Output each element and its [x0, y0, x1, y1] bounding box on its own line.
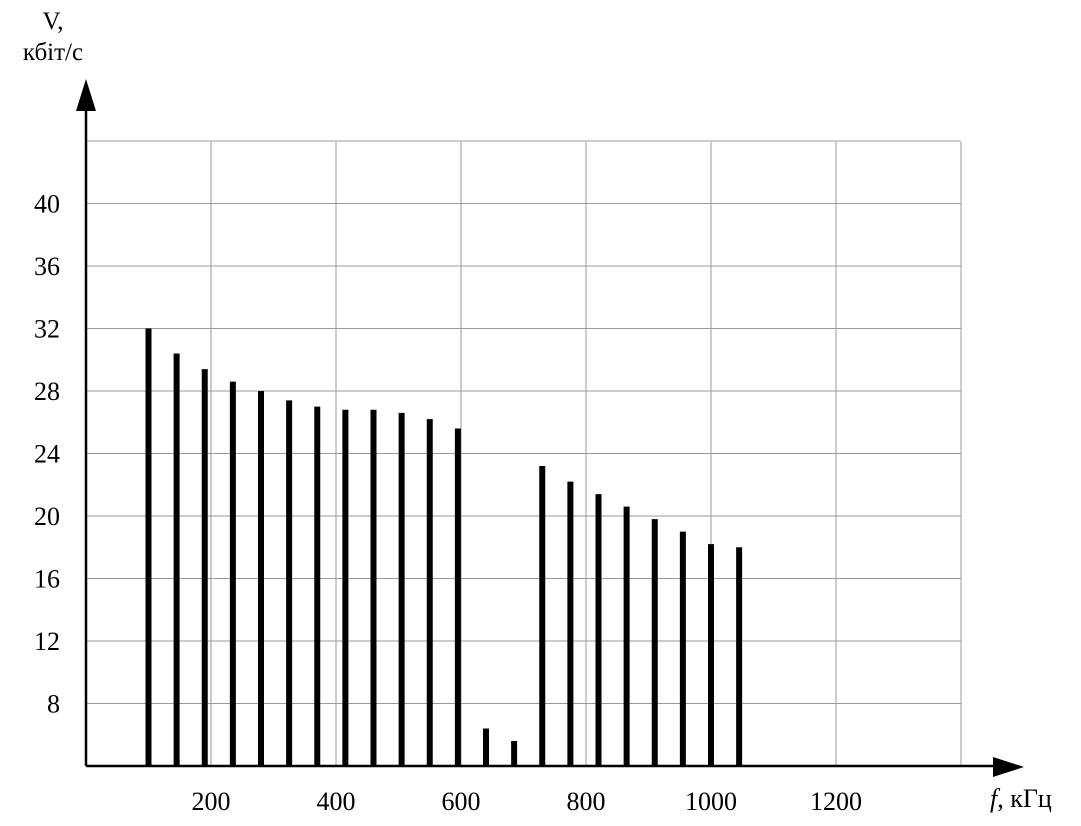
x-axis-title: f, кГц — [990, 784, 1052, 814]
y-axis-arrow — [76, 79, 96, 111]
x-tick-label: 400 — [317, 787, 356, 816]
bar-17 — [595, 494, 602, 766]
bar-12 — [454, 428, 461, 766]
bar-22 — [736, 547, 743, 766]
bar-19 — [651, 519, 658, 766]
bar-13 — [483, 728, 489, 766]
bar-3 — [201, 369, 208, 766]
bar-18 — [623, 506, 630, 766]
y-axis-title-line1: V, — [42, 8, 64, 35]
y-tick-label: 40 — [34, 190, 60, 219]
y-axis-title-line2: кбіт/с — [22, 39, 84, 66]
x-axis-unit: , кГц — [997, 784, 1052, 813]
y-tick-label: 16 — [34, 565, 60, 594]
bar-16 — [567, 481, 574, 766]
x-tick-label: 1200 — [810, 787, 862, 816]
y-tick-label: 36 — [34, 252, 60, 281]
bar-8 — [342, 409, 349, 766]
x-tick-label: 600 — [442, 787, 481, 816]
x-tick-label: 800 — [567, 787, 606, 816]
y-tick-label: 8 — [47, 690, 60, 719]
x-tick-label: 200 — [192, 787, 231, 816]
y-tick-label: 28 — [34, 377, 60, 406]
bar-20 — [679, 531, 686, 766]
x-tick-label: 1000 — [685, 787, 737, 816]
y-tick-label: 32 — [34, 315, 60, 344]
y-tick-label: 20 — [34, 502, 60, 531]
bar-11 — [426, 419, 433, 766]
bar-10 — [398, 412, 405, 766]
y-tick-label: 12 — [34, 627, 60, 656]
bar-1 — [145, 328, 152, 766]
x-axis-symbol: f — [990, 784, 998, 813]
x-axis-arrow — [993, 757, 1024, 777]
bar-21 — [708, 544, 714, 766]
bar-14 — [511, 741, 518, 766]
bar-5 — [258, 391, 264, 766]
y-axis-title: V, кбіт/с — [8, 6, 98, 68]
bar-7 — [314, 406, 321, 766]
y-tick-label: 24 — [34, 440, 60, 469]
bar-9 — [370, 409, 377, 766]
bar-15 — [539, 466, 546, 766]
bar-6 — [286, 400, 293, 766]
bar-2 — [173, 353, 180, 766]
bar-4 — [229, 381, 236, 766]
